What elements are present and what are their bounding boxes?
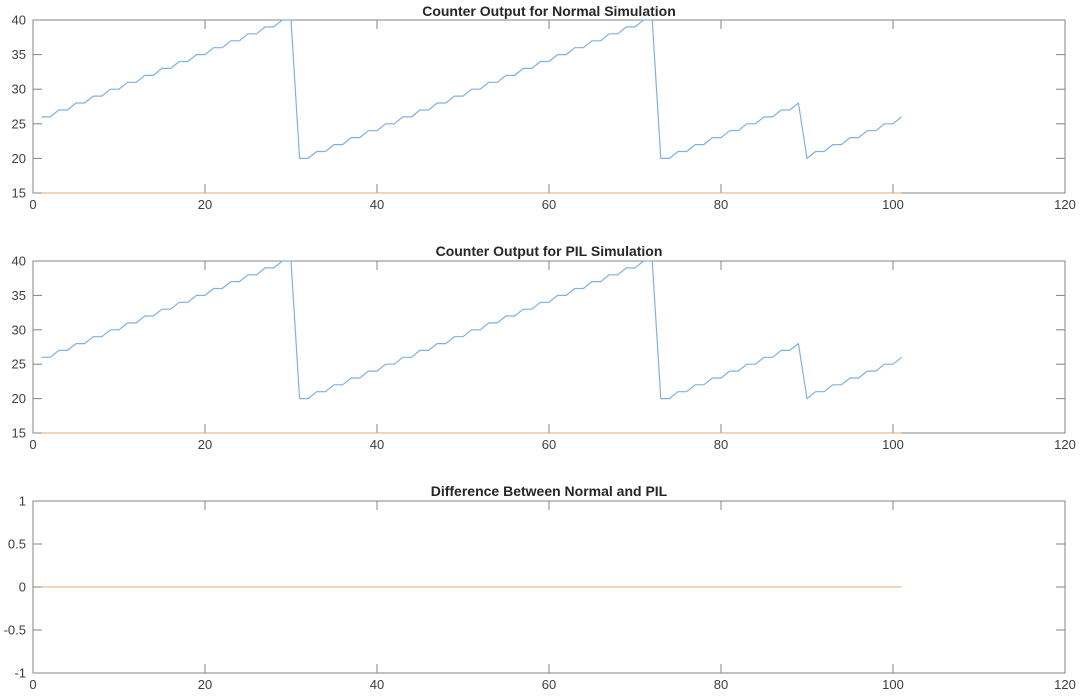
y-tick-label: 20	[12, 151, 26, 166]
x-tick-label: 0	[29, 677, 36, 692]
y-tick-label: -1	[14, 666, 26, 681]
y-tick-label: 25	[12, 116, 26, 131]
y-tick-label: 15	[12, 426, 26, 441]
x-tick-label: 100	[882, 437, 904, 452]
y-tick-label: 40	[12, 254, 26, 269]
x-tick-label: 60	[542, 437, 556, 452]
x-tick-label: 100	[882, 677, 904, 692]
x-tick-label: 80	[714, 437, 728, 452]
x-tick-label: 60	[542, 677, 556, 692]
counter-output-pil	[41, 260, 902, 400]
x-tick-label: 0	[29, 197, 36, 212]
y-tick-label: 30	[12, 322, 26, 337]
chart-title-pil: Counter Output for PIL Simulation	[435, 243, 663, 259]
chart-title-normal: Counter Output for Normal Simulation	[422, 3, 676, 19]
x-tick-label: 40	[370, 677, 384, 692]
x-tick-label: 20	[198, 437, 212, 452]
x-tick-label: 80	[714, 197, 728, 212]
x-tick-label: 0	[29, 437, 36, 452]
x-tick-label: 120	[1054, 677, 1076, 692]
y-tick-label: 1	[19, 494, 26, 509]
x-tick-label: 120	[1054, 437, 1076, 452]
x-tick-label: 40	[370, 437, 384, 452]
y-tick-label: 35	[12, 288, 26, 303]
x-tick-label: 60	[542, 197, 556, 212]
counter-output-normal	[41, 19, 902, 159]
chart-title-difference: Difference Between Normal and PIL	[430, 483, 668, 499]
y-tick-label: -0.5	[4, 623, 26, 638]
x-tick-label: 80	[714, 677, 728, 692]
x-tick-label: 100	[882, 197, 904, 212]
y-tick-label: 30	[12, 82, 26, 97]
x-tick-label: 20	[198, 677, 212, 692]
y-tick-label: 20	[12, 391, 26, 406]
y-tick-label: 35	[12, 47, 26, 62]
y-tick-label: 40	[12, 13, 26, 28]
y-tick-label: 25	[12, 357, 26, 372]
x-tick-label: 120	[1054, 197, 1076, 212]
x-tick-label: 20	[198, 197, 212, 212]
y-tick-label: 0	[19, 580, 26, 595]
y-tick-label: 15	[12, 186, 26, 201]
x-tick-label: 40	[370, 197, 384, 212]
y-tick-label: 0.5	[8, 537, 26, 552]
